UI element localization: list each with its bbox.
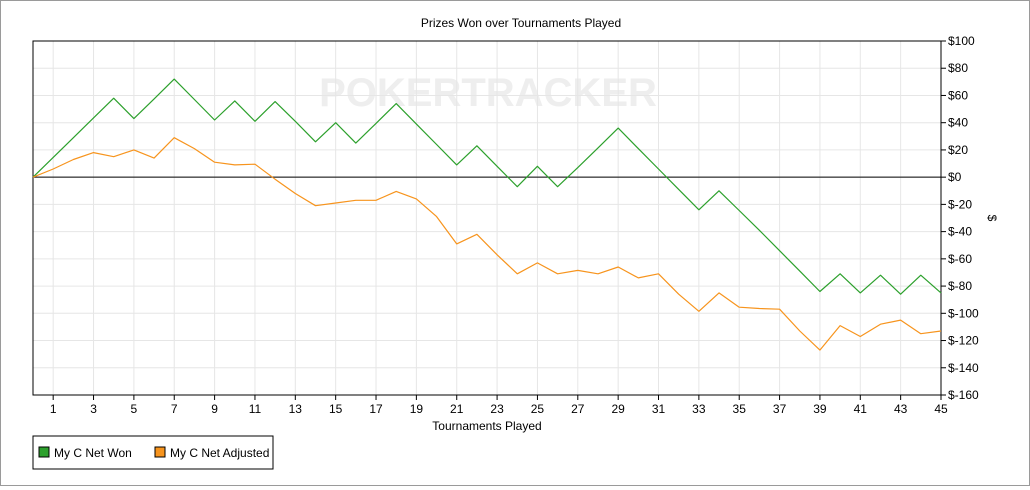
legend-box	[32, 435, 274, 470]
y-tick-label: $100	[948, 34, 975, 48]
y-tick-label: $-20	[948, 197, 972, 211]
y-tick-label: $-160	[948, 388, 979, 402]
x-tick-label: 13	[289, 402, 303, 416]
series-line-0	[32, 78, 942, 295]
x-tick-label: 7	[171, 402, 178, 416]
x-tick-label: 27	[571, 402, 585, 416]
y-tick-label: $80	[948, 61, 968, 75]
x-tick-label: 1	[50, 402, 57, 416]
y-tick-label: $0	[948, 170, 962, 184]
x-tick-label: 21	[450, 402, 464, 416]
series-line-1	[32, 137, 942, 351]
legend-swatch-net-won	[38, 446, 50, 458]
x-tick-label: 15	[329, 402, 343, 416]
chart-title: Prizes Won over Tournaments Played	[421, 16, 621, 30]
x-tick-label: 31	[652, 402, 666, 416]
x-tick-label: 45	[934, 402, 948, 416]
x-tick-label: 35	[733, 402, 747, 416]
y-tick-label: $-100	[948, 306, 979, 320]
x-tick-label: 9	[211, 402, 218, 416]
x-tick-label: 19	[410, 402, 424, 416]
y-tick-label: $-40	[948, 225, 972, 239]
x-axis-label: Tournaments Played	[432, 419, 541, 433]
x-tick-label: 25	[531, 402, 545, 416]
x-tick-label: 29	[611, 402, 625, 416]
legend-swatch-net-adjusted	[154, 446, 166, 458]
legend: My C Net Won My C Net Adjusted	[32, 435, 274, 470]
y-tick-label: $20	[948, 143, 968, 157]
y-tick-label: $-60	[948, 252, 972, 266]
y-tick-label: $-120	[948, 334, 979, 348]
y-axis-label: $	[985, 215, 999, 222]
x-tick-label: 43	[894, 402, 908, 416]
plot-area	[32, 40, 942, 396]
watermark-logo: POKERTRACKER	[319, 71, 657, 115]
x-tick-label: 23	[490, 402, 504, 416]
x-tick-label: 39	[813, 402, 827, 416]
y-tick-label: $40	[948, 116, 968, 130]
x-tick-label: 17	[369, 402, 383, 416]
y-tick-label: $-140	[948, 361, 979, 375]
x-tick-label: 5	[131, 402, 138, 416]
y-tick-label: $60	[948, 88, 968, 102]
x-axis-ticks: 1 3 5 7 9 11 13 15 17 19 21 23 25 27 29 31 33 35 37 39 41 43 4…	[50, 395, 948, 416]
legend-label-net-won: My C Net Won	[54, 446, 132, 460]
x-tick-label: 33	[692, 402, 706, 416]
legend-label-net-adjusted: My C Net Adjusted	[170, 446, 269, 460]
x-tick-label: 41	[854, 402, 868, 416]
x-tick-label: 11	[249, 402, 262, 416]
y-tick-label: $-80	[948, 279, 972, 293]
x-tick-label: 37	[773, 402, 787, 416]
series-lines	[32, 78, 942, 351]
y-axis-ticks: $100 $80 $60 $40 $20 $0 $-20 $-40 $-60 $-80 $-100 $…	[941, 34, 979, 402]
x-tick-label: 3	[90, 402, 97, 416]
